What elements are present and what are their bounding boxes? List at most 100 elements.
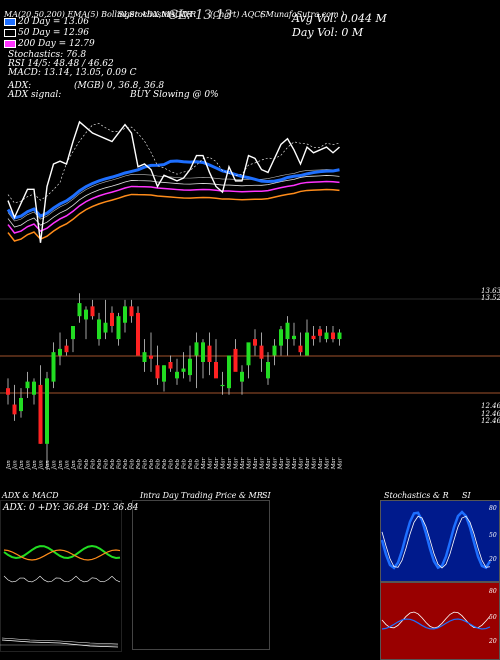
- candle-body: [279, 329, 283, 346]
- adx-plus-line: [3, 544, 121, 560]
- close-label: CL: 13.13: [168, 8, 233, 23]
- chart-symbol: (Chart) AQCS: [210, 10, 266, 19]
- date-tick-label: 16 Mar: [273, 457, 279, 470]
- candle-body: [142, 352, 147, 362]
- candle-body: [116, 316, 121, 340]
- price-label-top: 13.63: [481, 287, 500, 295]
- ma20-line: [6, 159, 340, 220]
- candle-body: [51, 352, 56, 382]
- date-tick-label: 03 Mar: [214, 457, 220, 470]
- rsi-line: [381, 611, 491, 629]
- date-tick-label: 02 Mar: [208, 457, 214, 470]
- candle-body: [207, 345, 212, 362]
- candle-body: [32, 381, 36, 395]
- intraday-title-si: SI: [262, 491, 271, 500]
- date-tick-label: 26 Jan: [52, 460, 58, 470]
- date-tick-label: 20 Jan: [26, 460, 32, 470]
- date-tick-label: 16 Feb: [149, 458, 155, 470]
- date-tick-label: 19 Jan: [19, 460, 25, 470]
- macd-line: [1, 639, 119, 648]
- candle-body: [155, 365, 160, 379]
- indicator-list: MA(20,50,200) EMA(5) Bollinger ADX,MACD,…: [4, 10, 197, 19]
- date-tick-label: 18 Feb: [162, 458, 168, 470]
- close-price-line: [7, 120, 340, 243]
- date-tick-label: 18 Jan: [13, 460, 19, 470]
- date-tick-label: 25 Feb: [188, 458, 194, 470]
- candle-body: [227, 355, 231, 389]
- adx-values: (MGB) 0, 36.8, 36.8: [74, 81, 165, 91]
- date-tick-label: 24 Mar: [312, 457, 318, 470]
- date-tick-label: 17 Mar: [279, 457, 285, 470]
- candle-body: [168, 362, 173, 369]
- legend-label-ma20: 20 Day = 13.06: [18, 17, 90, 27]
- candle-body: [311, 335, 316, 340]
- date-tick-label: 01 Feb: [78, 458, 84, 470]
- candle-body: [136, 312, 140, 356]
- rsi-level-80: 80: [489, 588, 497, 595]
- date-tick-label: 17 Feb: [156, 458, 162, 470]
- candle-body: [6, 388, 10, 395]
- date-tick-label: 28 Jan: [65, 460, 71, 470]
- date-tick-label: 07 Feb: [104, 458, 110, 470]
- ma50-line: [7, 175, 340, 228]
- date-tick-label: 30 Mar: [338, 457, 344, 470]
- candle-body: [194, 342, 199, 356]
- date-tick-label: 10 Feb: [123, 458, 129, 470]
- indicator-list-2: SI,Stochastics,MR: [118, 10, 193, 19]
- date-tick-label: 25 Mar: [318, 457, 324, 470]
- price-label-top-2: 13.52: [481, 294, 500, 302]
- candle-body: [331, 332, 335, 340]
- legend-swatch-ma50: [4, 28, 16, 37]
- date-tick-label: 24 Jan: [39, 460, 45, 470]
- avg-volume: Avg Vol: 0.044 M: [292, 12, 387, 25]
- date-tick-label: 03 Feb: [91, 458, 97, 470]
- candle-body: [90, 306, 95, 317]
- site-name: ( MunafaSutra.com ): [260, 10, 345, 19]
- ema-line: [7, 188, 340, 242]
- candle-body: [19, 398, 23, 412]
- rsi-readout: RSI 14/5: 48.48 / 46.62: [8, 59, 114, 69]
- ma200-line: [7, 180, 340, 234]
- date-tick-label: 02 Feb: [84, 458, 90, 470]
- date-tick-label: 01 Mar: [201, 457, 207, 470]
- date-tick-label: 10 Mar: [247, 457, 253, 470]
- legend-ma200: 200 Day = 12.79: [4, 39, 95, 49]
- date-tick-label: 09 Mar: [240, 457, 246, 470]
- candle-body: [84, 309, 88, 320]
- candle-body: [305, 332, 309, 356]
- date-tick-label: 28 Mar: [325, 457, 331, 470]
- adx-signal-text: BUY Slowing @ 0%: [130, 90, 219, 100]
- adx-macd-panel: ADX: 0 +DY: 36.84 -DY: 36.84: [0, 500, 138, 652]
- macd-readout: MACD: 13.14, 13.05, 0.09 C: [8, 68, 137, 78]
- day-volume: Day Vol: 0 M: [292, 26, 364, 39]
- candle-body: [253, 339, 257, 346]
- date-tick-label: 29 Mar: [331, 457, 337, 470]
- stochastics-readout: Stochastics: 76.8: [8, 50, 87, 60]
- bollinger-line: [7, 169, 340, 222]
- candle-body: [45, 378, 49, 444]
- candle-body: [240, 371, 244, 382]
- adx-readout: ADX:: [8, 81, 32, 91]
- stoch-level-50: 50: [489, 532, 497, 539]
- candle-body: [259, 345, 264, 359]
- date-tick-label: 21 Jan: [32, 460, 38, 470]
- candle-body: [110, 312, 114, 326]
- candle-body: [188, 358, 192, 376]
- date-tick-label: 08 Feb: [110, 458, 116, 470]
- candle-body: [298, 345, 303, 353]
- bottom-panels-svg: [0, 510, 492, 648]
- date-tick-label: 04 Feb: [97, 458, 103, 470]
- price-label-low-1: 12.46: [481, 402, 500, 410]
- macd-signal-line: [1, 637, 119, 645]
- candle-body: [292, 335, 296, 340]
- date-tick-label: 11 Feb: [130, 458, 136, 470]
- candle-body: [266, 362, 270, 379]
- date-tick-label: 04 Mar: [221, 457, 227, 470]
- candle-body: [220, 384, 225, 387]
- rsi-level-20: 20: [489, 638, 497, 645]
- candle-body: [123, 306, 127, 323]
- candle-body: [149, 355, 153, 359]
- rsi-level-50: 50: [489, 614, 497, 621]
- date-tick-label: 24 Feb: [182, 458, 188, 470]
- price-label-low-2: 12.46: [481, 410, 500, 418]
